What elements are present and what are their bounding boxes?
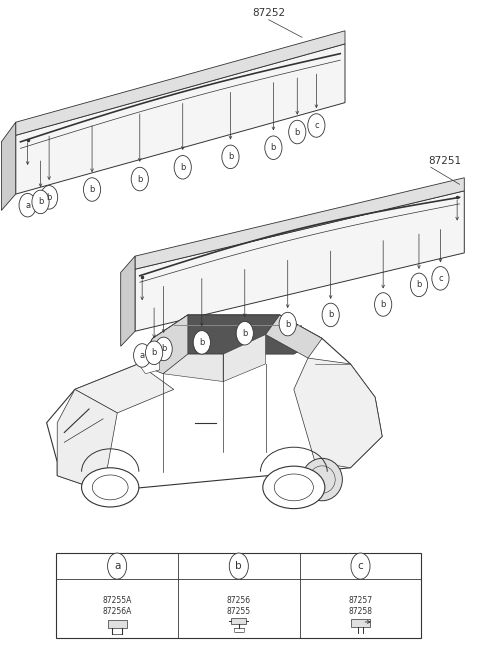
Circle shape (19, 194, 36, 217)
Polygon shape (120, 256, 135, 346)
Text: b: b (236, 561, 242, 571)
Polygon shape (135, 178, 464, 269)
Text: a: a (25, 201, 30, 210)
Polygon shape (265, 315, 322, 358)
Circle shape (288, 120, 306, 144)
Circle shape (32, 190, 49, 214)
Circle shape (108, 553, 127, 579)
Circle shape (432, 266, 449, 290)
Circle shape (193, 331, 210, 354)
Polygon shape (223, 335, 265, 382)
Polygon shape (138, 360, 160, 374)
Text: b: b (271, 143, 276, 152)
Text: b: b (151, 348, 157, 358)
Ellipse shape (263, 466, 325, 508)
FancyBboxPatch shape (108, 620, 127, 628)
Text: b: b (38, 197, 43, 207)
Polygon shape (75, 364, 174, 413)
Text: b: b (47, 193, 52, 202)
Circle shape (174, 155, 192, 179)
Circle shape (236, 321, 253, 345)
Polygon shape (16, 44, 345, 194)
Circle shape (410, 273, 428, 297)
Text: b: b (161, 344, 167, 354)
Circle shape (351, 553, 370, 579)
FancyBboxPatch shape (231, 618, 246, 624)
Circle shape (131, 167, 148, 191)
Circle shape (279, 312, 296, 336)
Text: b: b (228, 152, 233, 161)
Text: 87255A: 87255A (102, 596, 132, 605)
Text: b: b (416, 280, 421, 289)
Text: b: b (89, 185, 95, 194)
Polygon shape (138, 315, 188, 374)
Circle shape (155, 337, 172, 361)
Text: 87251: 87251 (429, 156, 462, 166)
Circle shape (133, 344, 151, 367)
Polygon shape (1, 122, 16, 211)
Text: 87252: 87252 (252, 8, 285, 18)
Circle shape (265, 136, 282, 159)
Circle shape (84, 178, 101, 201)
Circle shape (308, 113, 325, 137)
Polygon shape (135, 191, 464, 331)
Polygon shape (153, 315, 322, 354)
Text: 87256: 87256 (227, 596, 251, 605)
Text: 87255: 87255 (227, 607, 251, 615)
Text: 87256A: 87256A (102, 607, 132, 615)
Circle shape (322, 303, 339, 327)
Text: b: b (199, 338, 204, 347)
Text: 87257: 87257 (348, 596, 372, 605)
Circle shape (229, 553, 248, 579)
Polygon shape (163, 354, 223, 382)
Circle shape (40, 186, 58, 209)
Text: b: b (180, 163, 185, 172)
Text: c: c (358, 561, 363, 571)
Text: b: b (137, 174, 143, 184)
Circle shape (374, 293, 392, 316)
Text: c: c (314, 121, 319, 130)
Circle shape (222, 145, 239, 169)
Circle shape (145, 341, 163, 365)
Text: b: b (381, 300, 386, 309)
Polygon shape (294, 358, 382, 468)
Ellipse shape (302, 459, 342, 501)
Text: a: a (114, 561, 120, 571)
Text: a: a (140, 351, 145, 360)
Text: b: b (328, 310, 333, 319)
Text: 87258: 87258 (348, 607, 372, 615)
Text: b: b (285, 319, 290, 329)
Text: b: b (242, 329, 248, 338)
Text: b: b (295, 127, 300, 136)
Ellipse shape (82, 468, 139, 507)
Text: c: c (438, 274, 443, 283)
FancyBboxPatch shape (351, 619, 370, 626)
Polygon shape (47, 315, 382, 491)
Polygon shape (16, 31, 345, 135)
Polygon shape (57, 390, 117, 491)
